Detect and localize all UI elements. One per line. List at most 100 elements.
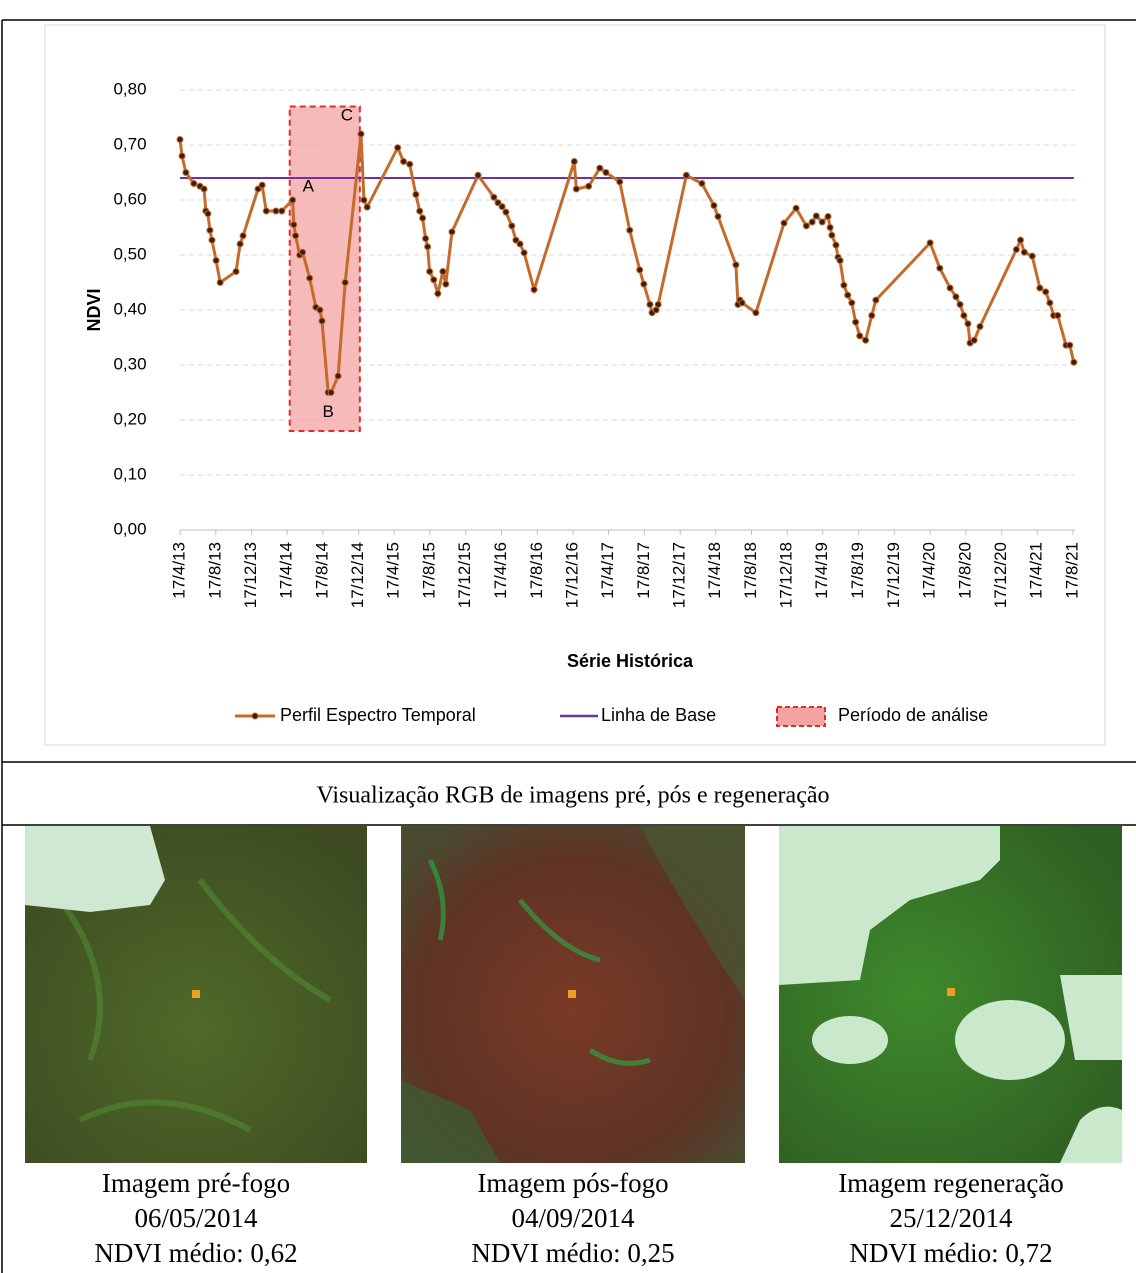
x-tick-label: 17/12/14	[348, 542, 367, 608]
data-point	[499, 204, 505, 210]
data-point	[201, 186, 207, 192]
data-point	[503, 209, 509, 215]
y-tick-label: 0,30	[113, 354, 146, 373]
data-point	[617, 179, 623, 185]
y-tick-label: 0,10	[113, 464, 146, 483]
data-point	[413, 192, 419, 198]
sample-point	[192, 990, 200, 998]
data-point	[1043, 289, 1049, 295]
data-point	[342, 280, 348, 286]
data-point	[603, 170, 609, 176]
data-point	[927, 240, 933, 246]
y-tick-label: 0,50	[113, 244, 146, 263]
data-point	[401, 159, 407, 165]
data-point	[293, 233, 299, 239]
x-tick-label: 17/4/21	[1027, 542, 1046, 599]
data-point	[586, 183, 592, 189]
x-tick-label: 17/8/20	[955, 542, 974, 599]
data-point	[1021, 249, 1027, 255]
data-point	[237, 241, 243, 247]
data-point	[300, 249, 306, 255]
x-tick-label: 17/8/15	[419, 542, 438, 599]
data-point	[1071, 359, 1077, 365]
image-caption: Imagem regeneração	[838, 1168, 1064, 1198]
data-point	[1017, 237, 1023, 243]
data-point	[443, 281, 449, 287]
data-point	[961, 313, 967, 319]
data-point	[873, 297, 879, 303]
x-tick-label: 17/12/20	[991, 542, 1010, 608]
data-point	[627, 227, 633, 233]
data-point	[440, 269, 446, 275]
data-point	[290, 197, 296, 203]
data-point	[837, 258, 843, 264]
data-point	[953, 294, 959, 300]
x-tick-label: 17/4/14	[277, 542, 296, 599]
data-point	[263, 208, 269, 214]
x-tick-label: 17/8/16	[527, 542, 546, 599]
image-caption: 25/12/2014	[889, 1203, 1013, 1233]
y-tick-label: 0,00	[113, 519, 146, 538]
x-tick-label: 17/12/17	[670, 542, 689, 608]
x-tick-label: 17/4/20	[920, 542, 939, 599]
data-point	[328, 390, 334, 396]
data-point	[845, 292, 851, 298]
x-tick-label: 17/12/16	[563, 542, 582, 608]
annotation: C	[341, 105, 353, 124]
data-point	[509, 223, 515, 229]
data-point	[279, 208, 285, 214]
chart-frame	[45, 25, 1105, 745]
x-tick-label: 17/4/16	[491, 542, 510, 599]
data-point	[521, 250, 527, 256]
data-point	[207, 227, 213, 233]
sample-point	[568, 990, 576, 998]
legend-swatch	[777, 707, 825, 726]
data-point	[425, 244, 431, 250]
image-caption: NDVI médio: 0,25	[471, 1238, 674, 1268]
data-point	[733, 262, 739, 268]
data-point	[177, 137, 183, 143]
data-point	[863, 337, 869, 343]
y-tick-label: 0,60	[113, 189, 146, 208]
x-tick-label: 17/8/14	[312, 542, 331, 599]
x-tick-label: 17/8/17	[634, 542, 653, 599]
data-point	[781, 220, 787, 226]
data-point	[753, 310, 759, 316]
data-point	[1047, 300, 1053, 306]
image-caption: 06/05/2014	[134, 1203, 258, 1233]
sample-point	[947, 988, 955, 996]
image-post	[401, 826, 745, 1163]
data-point	[809, 219, 815, 225]
cloud-mask	[955, 1000, 1065, 1080]
x-tick-label: 17/8/21	[1062, 542, 1081, 599]
data-point	[937, 265, 943, 271]
data-point	[793, 205, 799, 211]
data-point	[1055, 313, 1061, 319]
data-point	[829, 232, 835, 238]
data-point	[361, 197, 367, 203]
data-point	[711, 203, 717, 209]
data-point	[655, 302, 661, 308]
data-point	[833, 242, 839, 248]
data-point	[435, 291, 441, 297]
data-point	[395, 145, 401, 151]
x-tick-label: 17/8/18	[741, 542, 760, 599]
x-tick-label: 17/8/13	[205, 542, 224, 599]
data-point	[209, 237, 215, 243]
data-point	[259, 182, 265, 188]
data-point	[273, 208, 279, 214]
y-tick-label: 0,40	[113, 299, 146, 318]
data-point	[965, 321, 971, 327]
data-point	[417, 208, 423, 214]
data-point	[1067, 342, 1073, 348]
data-point	[971, 337, 977, 343]
data-point	[869, 313, 875, 319]
data-point	[319, 318, 325, 324]
cloud-mask	[25, 826, 165, 912]
data-point	[849, 300, 855, 306]
data-point	[407, 161, 413, 167]
analysis-period	[290, 107, 360, 432]
data-point	[813, 213, 819, 219]
plot: 0,000,100,200,300,400,500,600,700,8017/4…	[113, 79, 1081, 608]
x-tick-label: 17/12/13	[241, 542, 260, 608]
